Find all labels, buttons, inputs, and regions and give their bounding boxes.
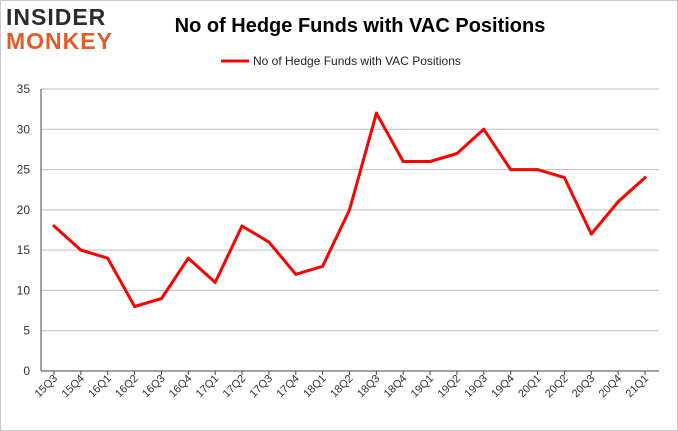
data-point	[374, 111, 378, 115]
x-tick-label: 17Q4	[274, 373, 302, 401]
y-axis-ticks: 0 5 10 15 20 25 30 35	[17, 82, 31, 378]
data-point	[52, 224, 56, 228]
x-tick-label: 15Q4	[59, 373, 87, 401]
data-point	[482, 127, 486, 131]
data-point	[106, 256, 110, 260]
x-tick-label: 16Q4	[167, 373, 195, 401]
y-tick-label: 25	[17, 163, 31, 177]
data-point	[401, 160, 405, 164]
y-tick-label: 10	[17, 283, 31, 297]
x-tick-label: 20Q2	[543, 373, 571, 401]
x-tick-label: 19Q1	[409, 373, 437, 401]
x-tick-label: 18Q3	[355, 373, 383, 401]
data-point	[536, 168, 540, 172]
legend: No of Hedge Funds with VAC Positions	[221, 54, 461, 68]
x-tick-label: 20Q1	[516, 373, 544, 401]
x-tick-label: 17Q3	[248, 373, 276, 401]
data-point	[133, 305, 137, 309]
x-tick-label: 15Q3	[33, 373, 61, 401]
y-tick-label: 15	[17, 243, 31, 257]
data-point	[616, 200, 620, 204]
data-point	[428, 160, 432, 164]
y-tick-label: 20	[17, 203, 31, 217]
x-tick-label: 21Q1	[624, 373, 652, 401]
x-tick-label: 17Q2	[221, 373, 249, 401]
data-point	[589, 232, 593, 236]
data-point	[213, 280, 217, 284]
data-point	[643, 176, 647, 180]
x-tick-label: 16Q1	[86, 373, 114, 401]
data-point	[509, 168, 513, 172]
data-point	[159, 296, 163, 300]
x-axis-ticks: 15Q3 15Q4 16Q1 16Q2 16Q3 16Q4 17Q1 17Q2 17Q3 17Q4…	[33, 371, 652, 401]
data-point	[321, 264, 325, 268]
logo-line-2: MONKEY	[6, 28, 113, 54]
x-tick-label: 16Q3	[140, 373, 168, 401]
x-tick-label: 19Q3	[462, 373, 490, 401]
x-tick-label: 18Q2	[328, 373, 356, 401]
x-tick-label: 18Q4	[382, 373, 410, 401]
x-tick-label: 20Q4	[597, 373, 625, 401]
x-tick-label: 17Q1	[194, 373, 222, 401]
y-tick-label: 30	[17, 122, 31, 136]
x-tick-label: 20Q3	[570, 373, 598, 401]
data-point	[267, 240, 271, 244]
x-tick-label: 19Q2	[436, 373, 464, 401]
y-tick-label: 35	[17, 82, 31, 96]
axes	[40, 89, 659, 372]
x-tick-label: 19Q4	[489, 373, 517, 401]
legend-label: No of Hedge Funds with VAC Positions	[253, 54, 461, 68]
data-point	[79, 248, 83, 252]
x-tick-label: 16Q2	[113, 373, 141, 401]
data-point	[186, 256, 190, 260]
data-point	[240, 224, 244, 228]
insider-monkey-logo: INSIDER MONKEY	[6, 5, 128, 55]
chart-title: No of Hedge Funds with VAC Positions	[174, 15, 546, 37]
x-tick-label: 18Q1	[301, 373, 329, 401]
data-point	[562, 176, 566, 180]
data-point	[348, 208, 351, 212]
data-point	[294, 272, 298, 276]
y-tick-label: 5	[23, 324, 30, 338]
y-tick-label: 0	[23, 364, 30, 378]
data-point	[455, 151, 459, 155]
logo-line-1: INSIDER	[6, 4, 107, 30]
series-group	[52, 111, 647, 309]
